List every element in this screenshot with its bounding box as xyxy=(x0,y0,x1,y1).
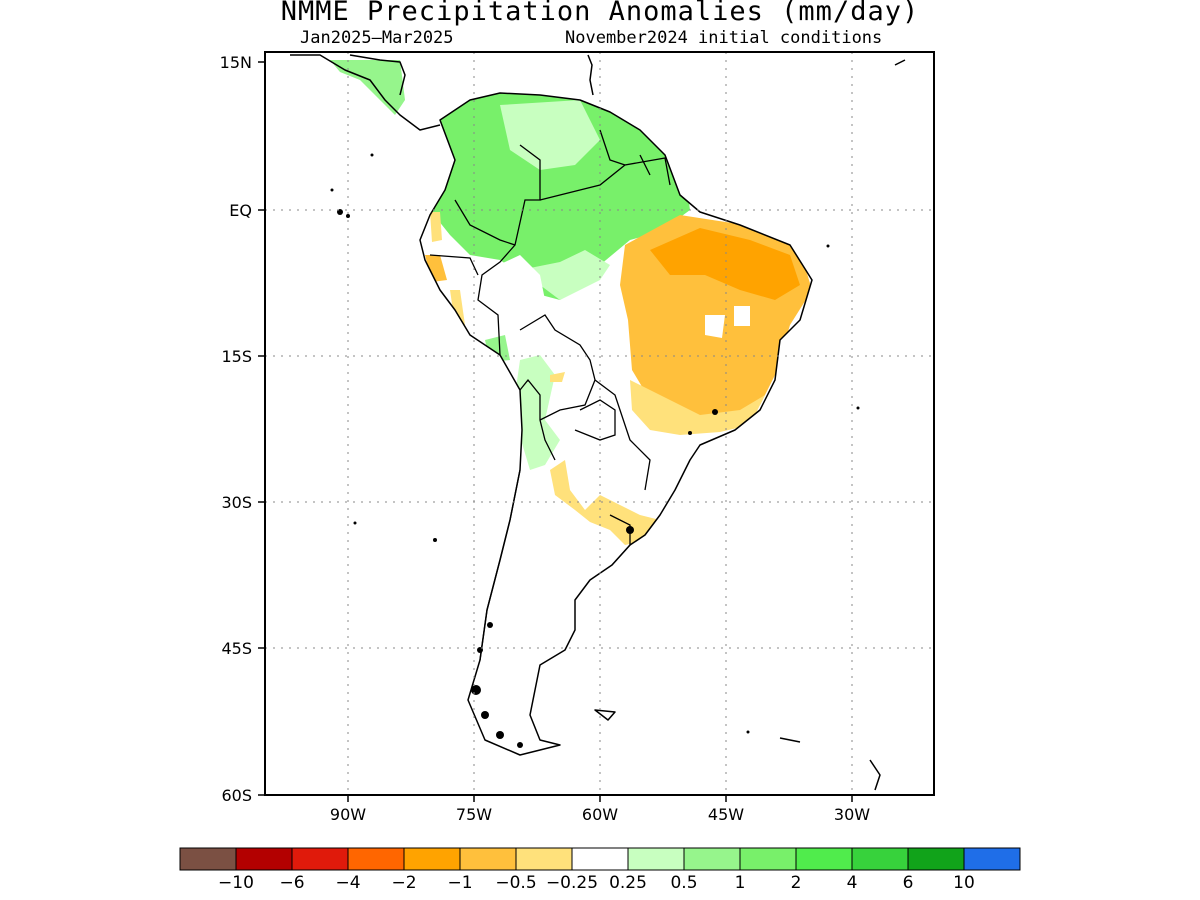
lat-tick-label: EQ xyxy=(229,201,252,220)
andes-wet-strip xyxy=(515,355,560,470)
east-brazil-margin-dry xyxy=(630,380,765,435)
lon-tick-label: 75W xyxy=(456,805,492,824)
lat-tick-label: 15S xyxy=(221,347,252,366)
forecast-period: Jan2025–Mar2025 xyxy=(300,28,454,48)
colorbar-swatch xyxy=(235,847,293,871)
colorbar-swatch xyxy=(403,847,461,871)
peru-coast-dry xyxy=(425,255,447,282)
northeast-brazil-core-dry xyxy=(650,228,800,300)
colorbar-swatch xyxy=(963,847,1021,871)
colorbar-swatch xyxy=(459,847,517,871)
colorbar-label: −0.5 xyxy=(495,873,536,893)
colorbar-label: −2 xyxy=(391,873,416,893)
paraguay-dry-patch xyxy=(550,372,565,382)
lat-axis xyxy=(258,61,265,796)
colorbar-swatch xyxy=(795,847,853,871)
ne-brazil-neutral-hole xyxy=(705,315,725,338)
colorbar-label: −4 xyxy=(335,873,360,893)
colorbar-label: 10 xyxy=(953,873,975,893)
initial-conditions: November2024 initial conditions xyxy=(565,28,883,48)
peru-coast-light-dry xyxy=(430,212,465,325)
colorbar-label: −6 xyxy=(279,873,304,893)
colorbar-swatch xyxy=(515,847,573,871)
colorbar-swatch xyxy=(907,847,965,871)
amazon-light-green xyxy=(520,250,610,300)
lon-tick-label: 45W xyxy=(708,805,744,824)
colorbar-swatch xyxy=(291,847,349,871)
colorbar-label: 4 xyxy=(847,873,858,893)
map-title: NMME Precipitation Anomalies (mm/day) xyxy=(280,0,920,27)
islands xyxy=(330,153,860,748)
ne-brazil-neutral-square xyxy=(734,306,750,326)
bolivia-wet xyxy=(485,335,510,362)
west-amazon-neutral xyxy=(488,255,545,310)
lat-tick-label: 45S xyxy=(221,639,252,658)
lon-tick-label: 30W xyxy=(834,805,870,824)
colorbar-label: 6 xyxy=(903,873,914,893)
colorbar-label: −0.25 xyxy=(546,873,598,893)
anomaly-field xyxy=(265,52,934,795)
colorbar-label: −10 xyxy=(218,873,254,893)
colorbar-swatch xyxy=(739,847,797,871)
colorbar-swatch xyxy=(179,847,237,871)
coastlines xyxy=(290,54,906,791)
colorbar-swatch xyxy=(851,847,909,871)
colorbar-labels: −10 −6 −4 −2 −1 −0.5 −0.25 0.25 0.5 1 2 4 6 10 xyxy=(218,873,975,893)
lon-tick-label: 90W xyxy=(330,805,366,824)
lat-tick-label: 60S xyxy=(221,786,252,805)
guiana-light-green xyxy=(500,100,600,170)
colorbar-label: −1 xyxy=(447,873,472,893)
colorbar-label: 2 xyxy=(791,873,802,893)
colorbar-swatch xyxy=(627,847,685,871)
colorbar-label: 1 xyxy=(735,873,746,893)
southern-brazil-uruguay-dry xyxy=(550,460,660,545)
lat-tick-label: 30S xyxy=(221,493,252,512)
country-borders xyxy=(429,129,671,661)
colorbar-swatch xyxy=(571,847,629,871)
colorbar-swatch xyxy=(347,847,405,871)
colorbar-swatch xyxy=(683,847,741,871)
lat-tick-label: 15N xyxy=(220,53,252,72)
colorbar-label: 0.25 xyxy=(609,873,647,893)
lon-axis xyxy=(347,795,853,802)
colorbar xyxy=(179,847,1021,871)
lon-tick-label: 60W xyxy=(582,805,618,824)
colorbar-label: 0.5 xyxy=(670,873,697,893)
